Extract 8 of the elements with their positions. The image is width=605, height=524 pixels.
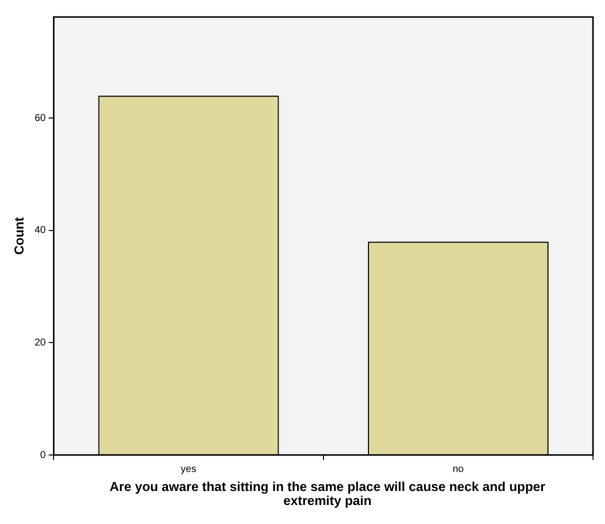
y-tick-label: 60 bbox=[34, 112, 46, 124]
y-tick-label: 0 bbox=[40, 450, 46, 461]
x-tick-label: no bbox=[452, 464, 464, 475]
y-tick-label: 40 bbox=[34, 225, 46, 236]
x-tick-label: yes bbox=[180, 464, 196, 475]
y-tick-label: 20 bbox=[34, 337, 46, 348]
y-axis-title: Count bbox=[11, 216, 26, 255]
x-axis-title: Are you aware that sitting in the same place will cause neck and upper extremity pain bbox=[108, 479, 546, 508]
